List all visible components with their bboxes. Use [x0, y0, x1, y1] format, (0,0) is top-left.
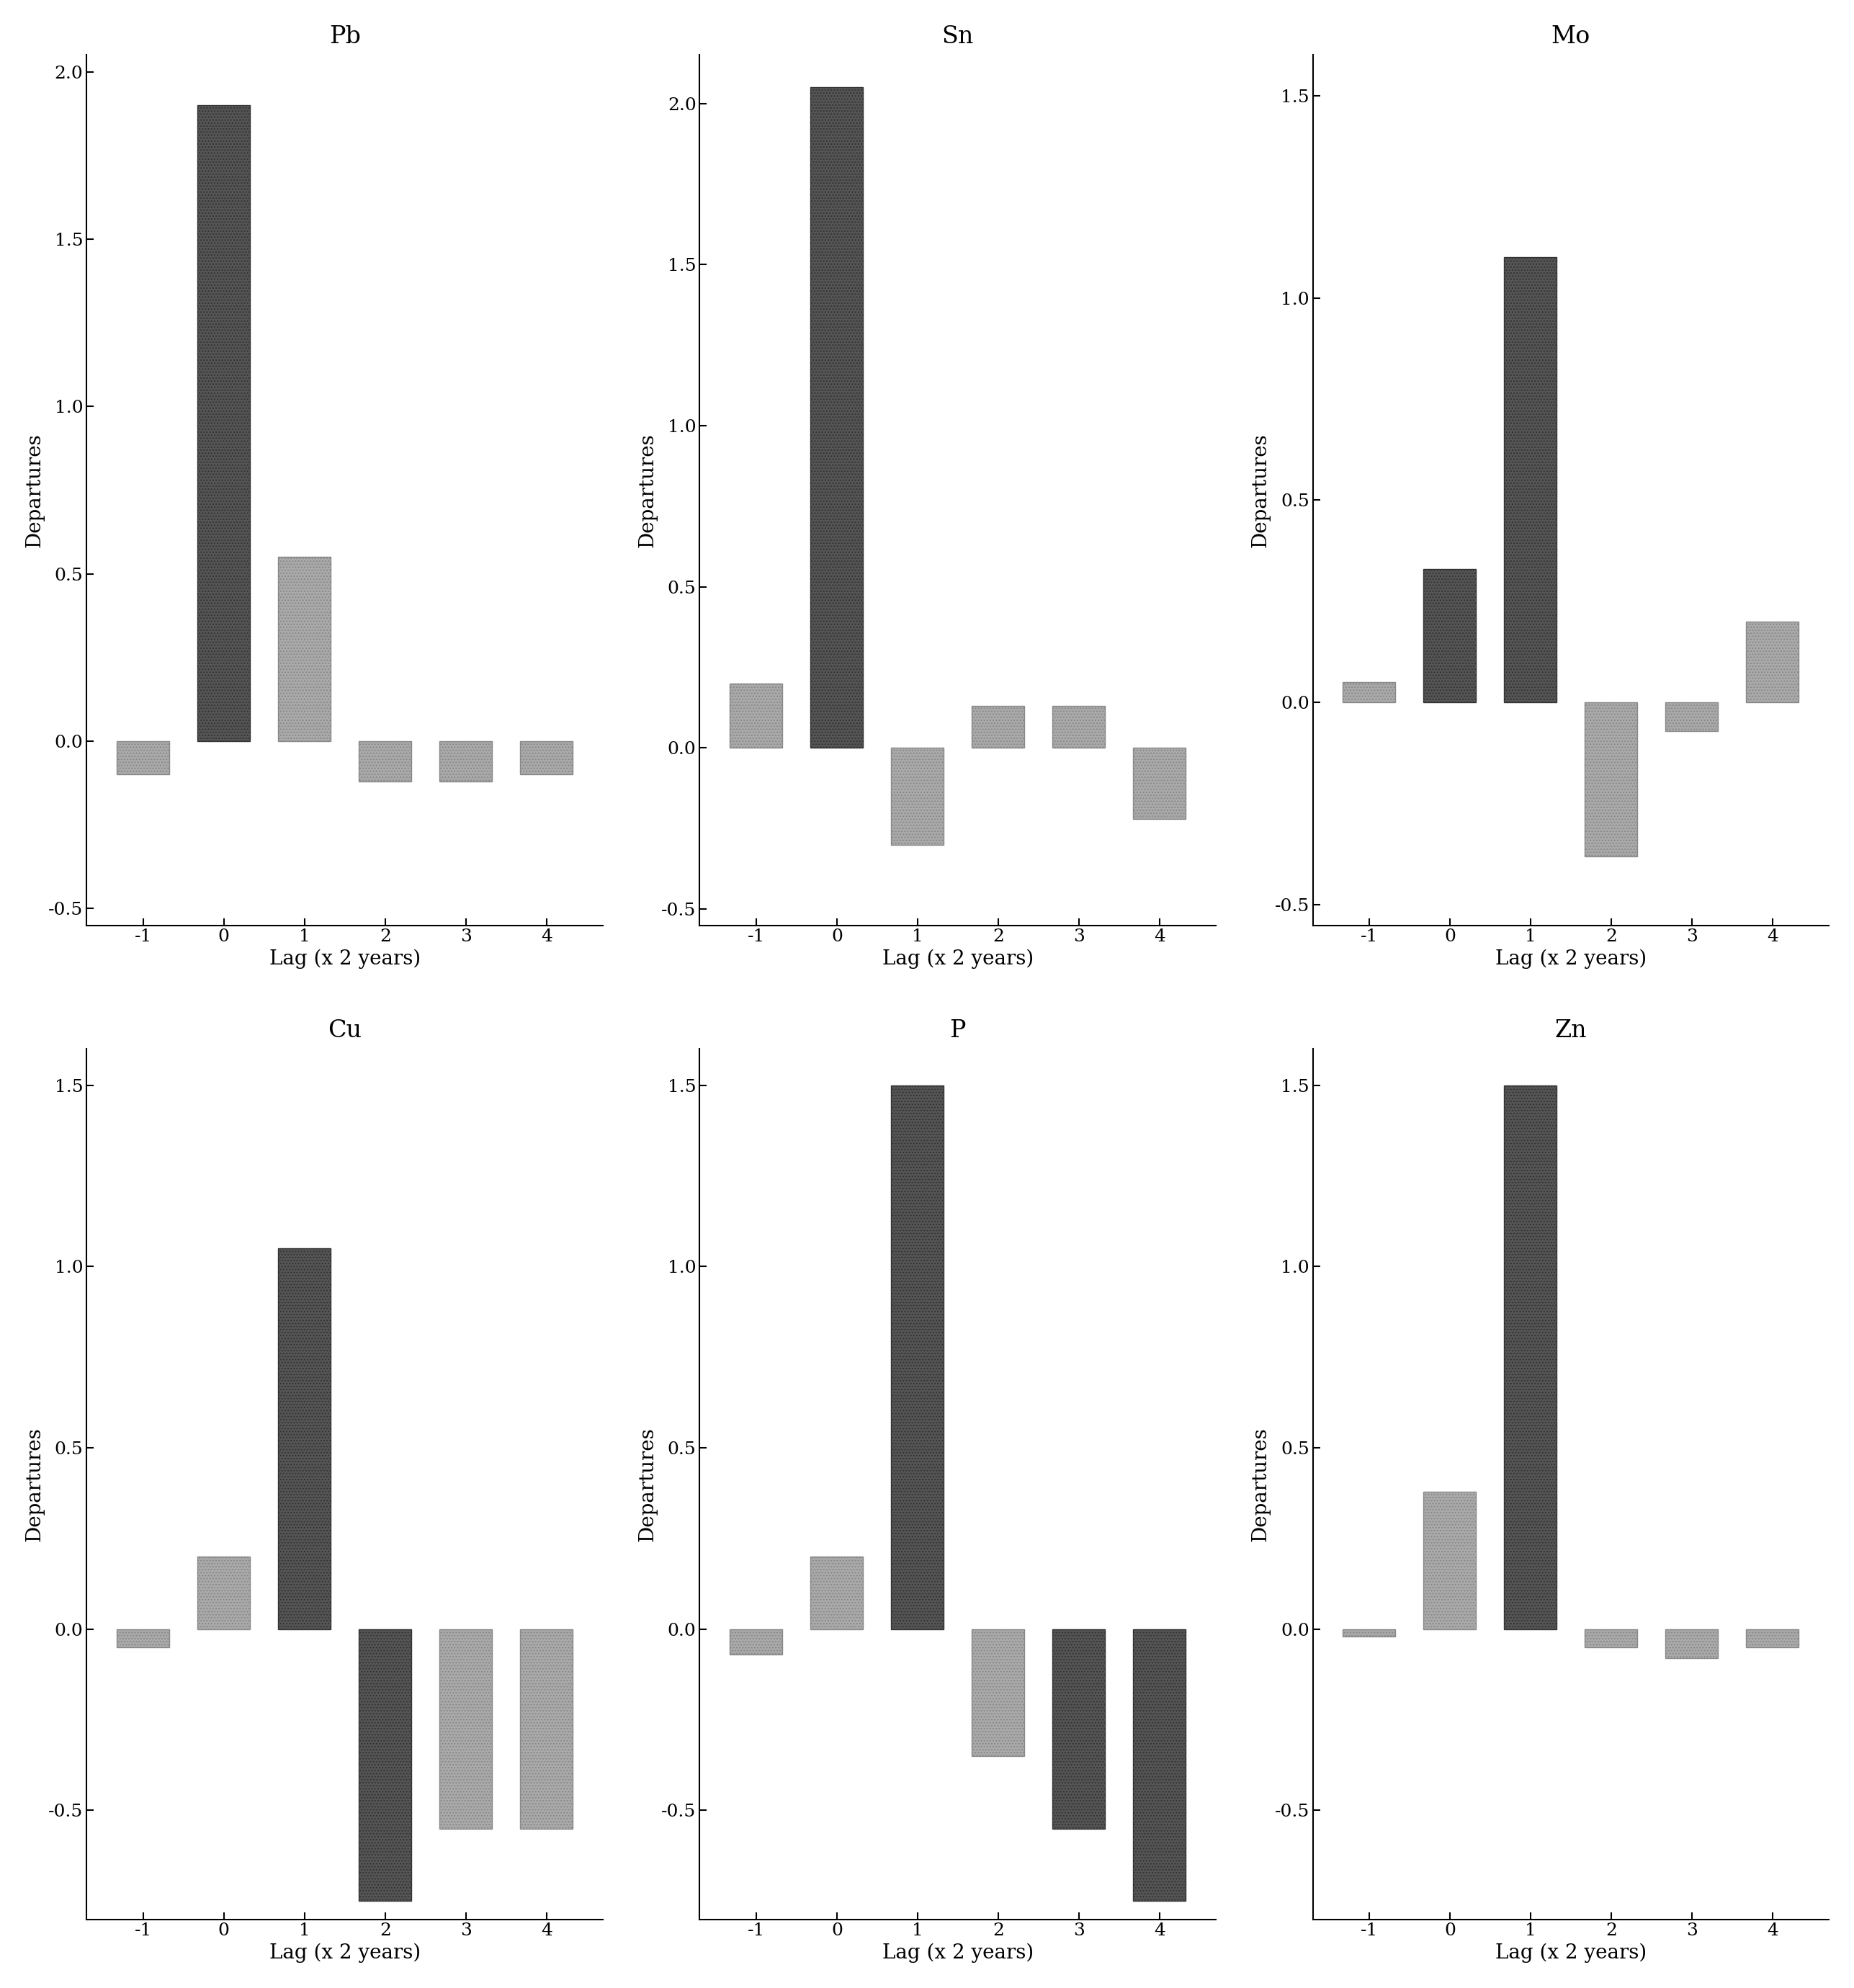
X-axis label: Lag (x 2 years): Lag (x 2 years) [1494, 1944, 1646, 1962]
Bar [1504, 1085, 1557, 1628]
Bar [1746, 622, 1798, 702]
Bar [892, 1085, 944, 1628]
Bar [117, 742, 169, 775]
Y-axis label: Departures: Departures [1251, 433, 1270, 547]
Bar [810, 1557, 864, 1628]
Title: Mo: Mo [1552, 26, 1591, 48]
Bar [117, 1628, 169, 1648]
Bar [892, 747, 944, 845]
Bar [198, 1557, 250, 1628]
X-axis label: Lag (x 2 years): Lag (x 2 years) [883, 950, 1033, 968]
Title: Zn: Zn [1556, 1020, 1587, 1042]
Title: Pb: Pb [328, 26, 362, 48]
Bar [360, 742, 412, 781]
Bar [278, 557, 330, 742]
Bar [1053, 706, 1105, 747]
X-axis label: Lag (x 2 years): Lag (x 2 years) [1494, 950, 1646, 968]
Bar [1424, 1491, 1476, 1628]
Bar [278, 1248, 330, 1628]
Title: Cu: Cu [328, 1020, 362, 1042]
Bar [810, 87, 864, 747]
Title: Sn: Sn [942, 26, 973, 48]
Bar [730, 684, 782, 747]
X-axis label: Lag (x 2 years): Lag (x 2 years) [883, 1944, 1033, 1962]
Bar [1585, 702, 1637, 857]
Y-axis label: Departures: Departures [638, 1427, 658, 1541]
Bar [198, 105, 250, 742]
Bar [1746, 1628, 1798, 1648]
Bar [439, 1628, 491, 1829]
Title: P: P [949, 1020, 966, 1042]
Y-axis label: Departures: Departures [1251, 1427, 1270, 1541]
Bar [521, 742, 573, 775]
Y-axis label: Departures: Departures [638, 433, 658, 547]
Bar [439, 742, 491, 781]
Bar [1504, 256, 1557, 702]
Bar [360, 1628, 412, 1901]
Bar [1665, 702, 1719, 732]
Bar [1342, 1628, 1396, 1636]
Bar [1133, 1628, 1187, 1901]
Bar [1053, 1628, 1105, 1829]
Bar [1585, 1628, 1637, 1648]
Bar [1424, 569, 1476, 702]
X-axis label: Lag (x 2 years): Lag (x 2 years) [269, 1944, 421, 1962]
Bar [971, 1628, 1025, 1755]
Bar [971, 706, 1025, 747]
Y-axis label: Departures: Departures [24, 1427, 44, 1541]
Bar [521, 1628, 573, 1829]
Bar [730, 1628, 782, 1654]
Bar [1342, 682, 1396, 702]
Bar [1665, 1628, 1719, 1658]
Y-axis label: Departures: Departures [24, 433, 44, 547]
Bar [1133, 747, 1187, 819]
X-axis label: Lag (x 2 years): Lag (x 2 years) [269, 950, 421, 968]
